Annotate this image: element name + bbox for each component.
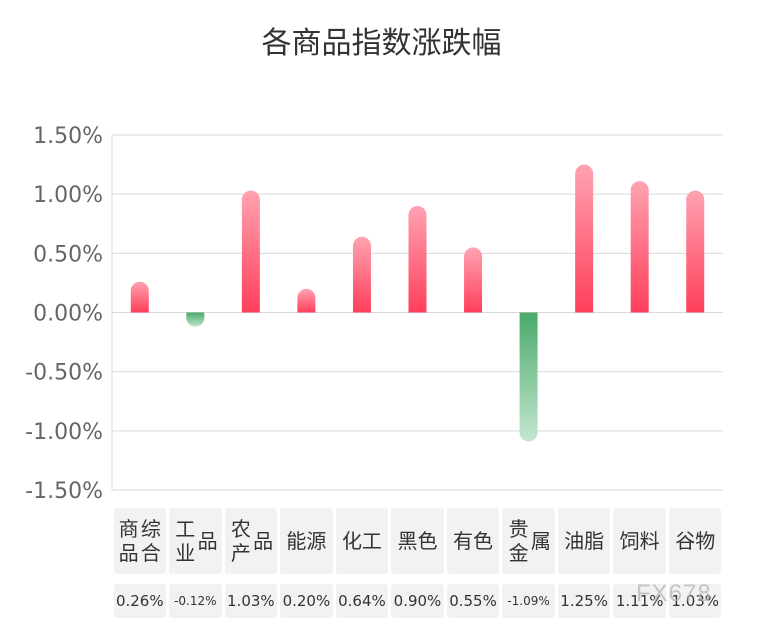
chart-title: 各商品指数涨跌幅 (261, 26, 502, 61)
value-label: 0.90% (391, 584, 444, 618)
value-label: 0.20% (280, 584, 333, 618)
bar-6 (408, 206, 427, 313)
value-label: 1.03% (224, 584, 278, 618)
value-label: -1.09% (502, 584, 555, 618)
bar-chart: 1.50% 1.00% 0.50% 0.00% -0.50% -1.00% -1.50% (25, 124, 723, 500)
category-label: 油脂 (557, 508, 611, 574)
category-label: 工业品 (169, 508, 222, 574)
category-label: 饲料 (613, 508, 666, 574)
bar-11 (686, 190, 705, 313)
category-label: 化工 (335, 508, 389, 574)
y-tick-label: 0.50% (33, 242, 103, 267)
bar-7 (464, 247, 483, 313)
bar-2 (186, 312, 205, 327)
value-label: 0.26% (113, 584, 167, 618)
category-label: 商品 综合 (113, 508, 167, 574)
value-label: -0.12% (169, 584, 222, 618)
category-label: 贵金属 (502, 508, 555, 574)
bar-10 (630, 181, 649, 313)
category-label: 谷物 (668, 508, 722, 574)
bar-1 (130, 281, 149, 313)
y-tick-label: -1.00% (25, 420, 103, 445)
bar-4 (297, 288, 316, 313)
bar-8 (519, 312, 538, 442)
category-label: 有色 (446, 508, 500, 574)
value-label: 1.11% (613, 584, 666, 618)
category-label: 农产品 (224, 508, 278, 574)
bar-9 (575, 164, 594, 313)
value-label: 1.03% (668, 584, 722, 618)
y-tick-label: -1.50% (25, 479, 103, 500)
category-label: 能源 (280, 508, 333, 574)
value-label: 0.64% (335, 584, 389, 618)
bar-3 (241, 190, 260, 313)
value-label: 1.25% (557, 584, 611, 618)
y-tick-label: 1.50% (33, 124, 103, 149)
y-tick-label: 1.00% (33, 183, 103, 208)
value-label: 0.55% (446, 584, 500, 618)
y-tick-label: 0.00% (33, 302, 103, 327)
y-tick-label: -0.50% (25, 361, 103, 386)
bar-5 (352, 236, 371, 313)
category-label: 黑色 (391, 508, 444, 574)
